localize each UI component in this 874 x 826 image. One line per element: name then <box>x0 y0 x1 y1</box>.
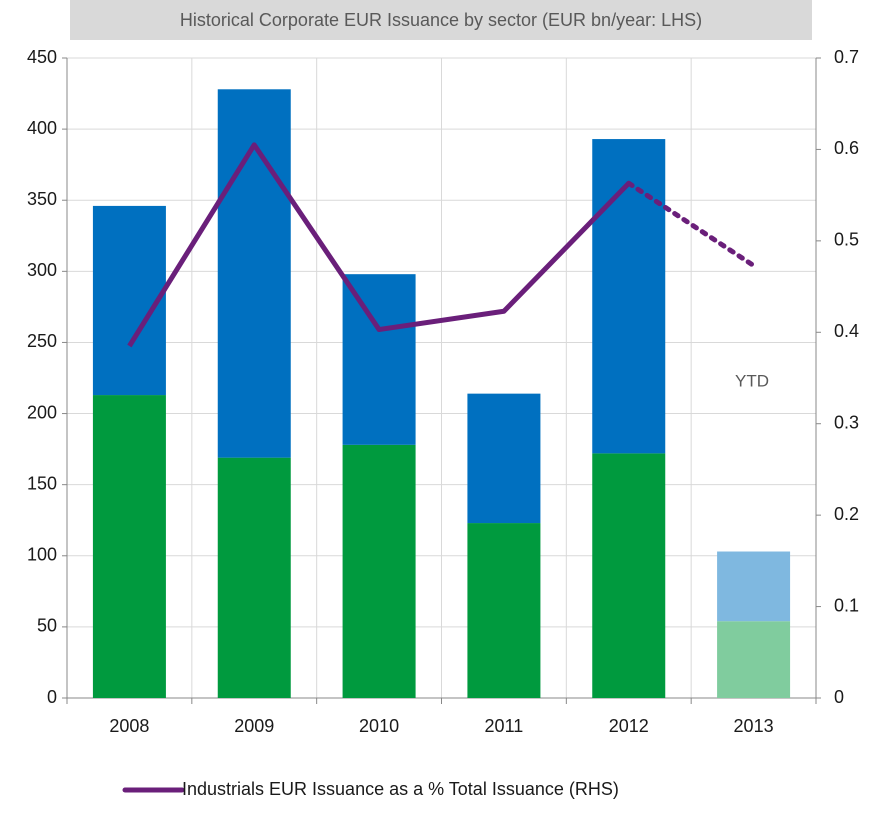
y-tick-label: 350 <box>27 189 57 209</box>
y2-tick-label: 0.3 <box>834 412 859 432</box>
x-tick-label: 2010 <box>359 716 399 736</box>
y-tick-label: 400 <box>27 118 57 138</box>
bar <box>592 453 666 698</box>
bar <box>92 205 166 396</box>
y2-tick-label: 0 <box>834 687 844 707</box>
bar <box>342 444 416 698</box>
bar <box>467 523 541 698</box>
x-tick-label: 2013 <box>734 716 774 736</box>
bar <box>342 274 416 445</box>
x-tick-label: 2012 <box>609 716 649 736</box>
y2-tick-label: 0.7 <box>834 47 859 67</box>
y2-tick-label: 0.6 <box>834 138 859 158</box>
bar <box>217 89 291 458</box>
line-dotted <box>626 180 757 269</box>
y-tick-label: 250 <box>27 331 57 351</box>
legend-label: Industrials EUR Issuance as a % Total Is… <box>182 779 619 799</box>
y-tick-label: 450 <box>27 47 57 67</box>
y2-tick-label: 0.5 <box>834 230 859 250</box>
y-tick-label: 50 <box>37 616 57 636</box>
title-box <box>70 0 812 40</box>
y2-tick-label: 0.1 <box>834 595 859 615</box>
bar <box>217 457 291 698</box>
y-tick-label: 150 <box>27 473 57 493</box>
x-tick-label: 2008 <box>109 716 149 736</box>
y2-tick-label: 0.2 <box>834 504 859 524</box>
bar <box>467 393 541 524</box>
bar <box>92 395 166 698</box>
x-tick-label: 2009 <box>234 716 274 736</box>
annotation: YTD <box>735 371 769 390</box>
y2-tick-label: 0.4 <box>834 321 859 341</box>
chart-title: Historical Corporate EUR Issuance by sec… <box>180 10 702 30</box>
y-tick-label: 200 <box>27 402 57 422</box>
x-tick-label: 2011 <box>485 716 524 736</box>
y-tick-label: 0 <box>47 687 57 707</box>
y-tick-label: 100 <box>27 545 57 565</box>
y-tick-label: 300 <box>27 260 57 280</box>
line <box>127 142 631 348</box>
bar <box>592 139 666 454</box>
bar <box>717 551 791 622</box>
bar <box>717 621 791 698</box>
